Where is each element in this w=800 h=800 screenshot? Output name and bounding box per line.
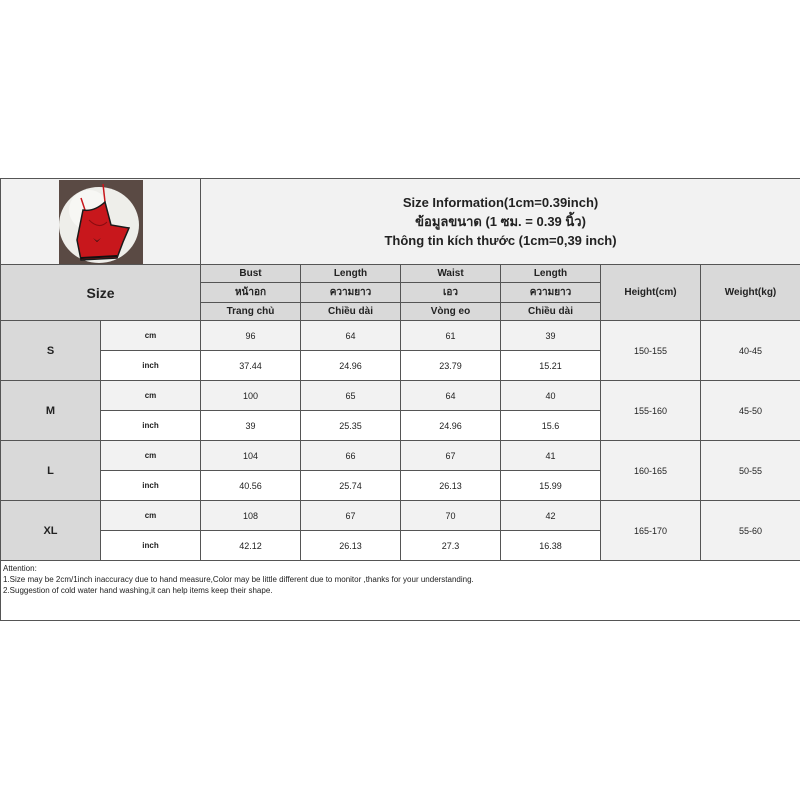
inch-value: 39: [200, 410, 301, 441]
height-range: 160-165: [600, 440, 701, 501]
unit-cm: cm: [100, 320, 201, 351]
size-header: Size: [0, 264, 201, 321]
cm-value: 61: [400, 320, 501, 351]
unit-cm: cm: [100, 380, 201, 411]
cm-value: 100: [200, 380, 301, 411]
cm-value: 108: [200, 500, 301, 531]
header-bust-en: Bust: [200, 264, 301, 283]
weight-range: 50-55: [699, 440, 800, 501]
inch-value: 25.35: [300, 410, 401, 441]
header-bust-vi: Trang chủ: [200, 302, 301, 321]
inch-value: 15.6: [500, 410, 601, 441]
weight-range: 45-50: [699, 380, 800, 441]
inch-value: 15.99: [500, 470, 601, 501]
header-length2-vi: Chiều dài: [500, 302, 601, 321]
header-length-th: ความยาว: [300, 282, 401, 303]
cm-value: 39: [500, 320, 601, 351]
size-row-cm: XL cm 108 67 70 42 165-170 55-60: [0, 500, 800, 561]
title-vietnamese: Thông tin kích thước (1cm=0,39 inch): [384, 233, 617, 248]
weight-range: 55-60: [699, 500, 800, 561]
size-chart-table: Size Information(1cm=0.39inch) ข้อมูลขนา…: [0, 178, 800, 621]
cm-value: 96: [200, 320, 301, 351]
inch-value: 27.3: [400, 530, 501, 561]
title-english: Size Information(1cm=0.39inch): [402, 195, 599, 210]
header-length2-en: Length: [500, 264, 601, 283]
header-length-vi: Chiều dài: [300, 302, 401, 321]
cm-value: 104: [200, 440, 301, 471]
header-waist-en: Waist: [400, 264, 501, 283]
header-waist-th: เอว: [400, 282, 501, 303]
size-label: M: [0, 380, 101, 441]
cm-value: 70: [400, 500, 501, 531]
header-height: Height(cm): [600, 264, 701, 321]
product-photo: [58, 179, 143, 264]
cm-value: 67: [300, 500, 401, 531]
header-length2-th: ความยาว: [500, 282, 601, 303]
size-label: S: [0, 320, 101, 381]
size-row-inch: inch 37.44 24.96 23.79 15.21: [1, 350, 800, 381]
unit-cm: cm: [100, 440, 201, 471]
header-bust-th: หน้าอก: [200, 282, 301, 303]
inch-value: 25.74: [300, 470, 401, 501]
height-range: 165-170: [600, 500, 701, 561]
height-range: 155-160: [600, 380, 701, 441]
product-image-cell: [0, 178, 201, 265]
unit-cm: cm: [100, 500, 201, 531]
cm-value: 41: [500, 440, 601, 471]
cm-value: 67: [400, 440, 501, 471]
unit-inch: inch: [100, 350, 201, 381]
note-line-2: 2.Suggestion of cold water hand washing,…: [3, 586, 273, 595]
inch-value: 16.38: [500, 530, 601, 561]
size-row-inch: inch 42.12 26.13 27.3 16.38: [1, 530, 800, 561]
cm-value: 42: [500, 500, 601, 531]
inch-value: 23.79: [400, 350, 501, 381]
cm-value: 66: [300, 440, 401, 471]
inch-value: 26.13: [400, 470, 501, 501]
cm-value: 64: [300, 320, 401, 351]
inch-value: 40.56: [200, 470, 301, 501]
cm-value: 40: [500, 380, 601, 411]
size-label: XL: [0, 500, 101, 561]
title-thai: ข้อมูลขนาด (1 ซม. = 0.39 นิ้ว): [415, 214, 586, 229]
inch-value: 15.21: [500, 350, 601, 381]
cm-value: 64: [400, 380, 501, 411]
attention-notes: Attention: 1.Size may be 2cm/1inch inacc…: [0, 560, 800, 621]
cm-value: 65: [300, 380, 401, 411]
inch-value: 26.13: [300, 530, 401, 561]
unit-inch: inch: [100, 530, 201, 561]
title-cell: Size Information(1cm=0.39inch) ข้อมูลขนา…: [199, 178, 800, 265]
header-waist-vi: Vòng eo: [400, 302, 501, 321]
inch-value: 42.12: [200, 530, 301, 561]
inch-value: 24.96: [400, 410, 501, 441]
inch-value: 37.44: [200, 350, 301, 381]
note-line-1: 1.Size may be 2cm/1inch inaccuracy due t…: [3, 575, 474, 584]
size-label: L: [0, 440, 101, 501]
header-weight: Weight(kg): [699, 264, 800, 321]
header-length-en: Length: [300, 264, 401, 283]
notes-heading: Attention:: [3, 564, 37, 573]
height-range: 150-155: [600, 320, 701, 381]
unit-inch: inch: [100, 470, 201, 501]
inch-value: 24.96: [300, 350, 401, 381]
unit-inch: inch: [100, 410, 201, 441]
weight-range: 40-45: [699, 320, 800, 381]
